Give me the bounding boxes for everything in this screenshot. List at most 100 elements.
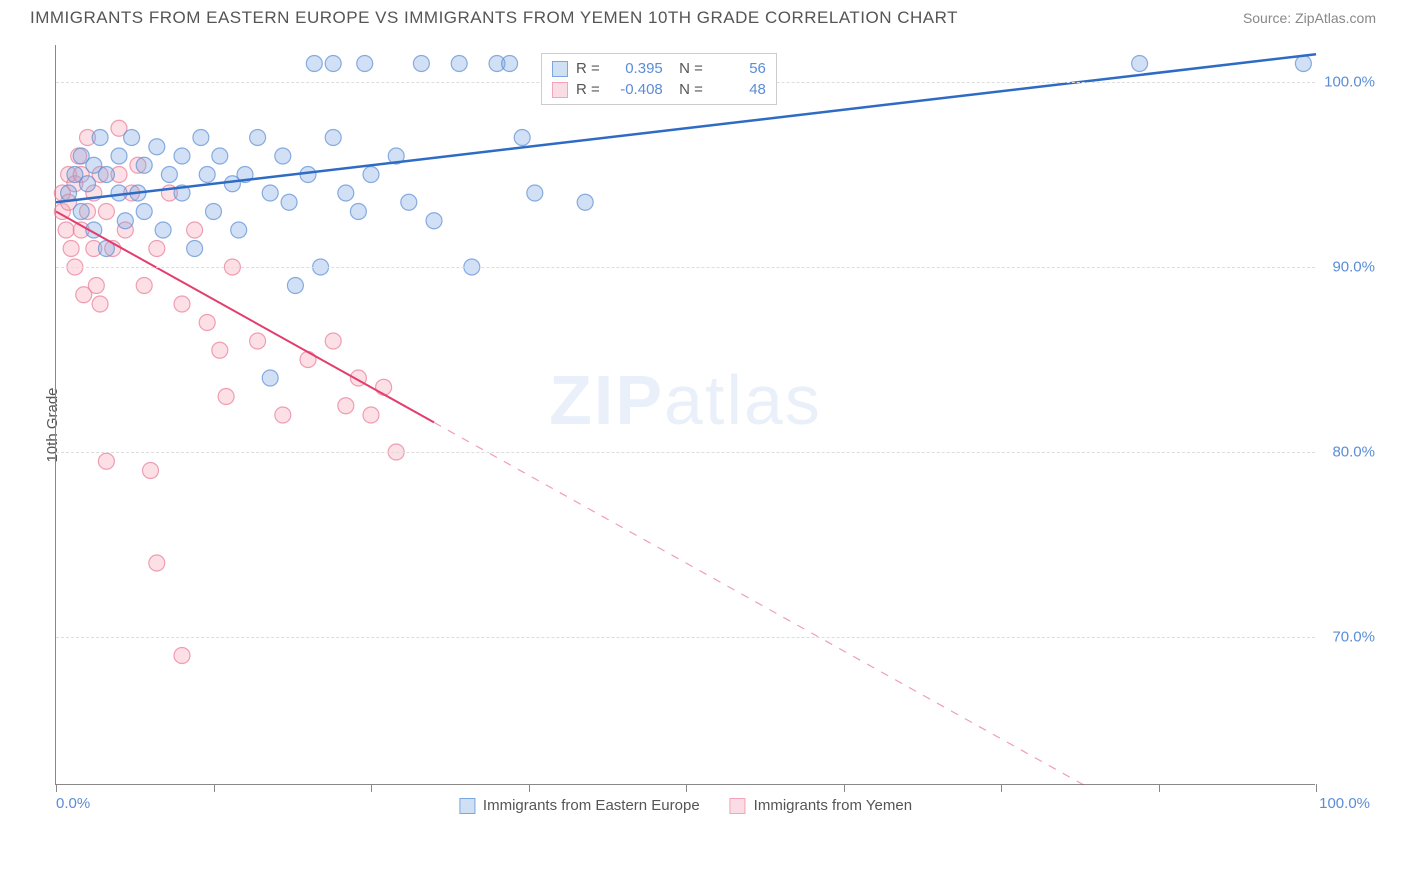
data-point [262,185,278,201]
data-point [527,185,543,201]
data-point [1295,56,1311,72]
x-tick [1316,784,1317,792]
gridline [56,637,1315,638]
data-point [174,296,190,312]
data-point [357,56,373,72]
data-point [325,333,341,349]
data-point [149,139,165,155]
bottom-legend: Immigrants from Eastern Europe Immigrant… [459,797,912,814]
data-point [92,130,108,146]
regression-line [56,212,434,423]
data-point [63,241,79,257]
y-tick-label: 100.0% [1324,74,1375,91]
data-point [187,241,203,257]
data-point [413,56,429,72]
data-point [199,315,215,331]
data-point [136,278,152,294]
data-point [149,241,165,257]
data-point [155,222,171,238]
legend-row-series-1: R = -0.408 N = 48 [552,79,766,100]
data-point [325,130,341,146]
data-point [136,157,152,173]
data-point [350,204,366,220]
plot-svg [56,45,1315,784]
bottom-swatch-1 [730,798,746,814]
data-point [143,463,159,479]
source-attribution: Source: ZipAtlas.com [1243,10,1376,26]
x-tick [844,784,845,792]
data-point [262,370,278,386]
data-point [111,148,127,164]
correlation-legend: R = 0.395 N = 56 R = -0.408 N = 48 [541,53,777,105]
data-point [338,398,354,414]
data-point [250,333,266,349]
chart-container: 10th Grade ZIPatlas R = 0.395 N = 56 R =… [55,45,1375,805]
gridline [56,267,1315,268]
data-point [363,167,379,183]
x-tick [686,784,687,792]
x-tick [56,784,57,792]
data-point [98,167,114,183]
plot-area: ZIPatlas R = 0.395 N = 56 R = -0.408 N =… [55,45,1315,785]
data-point [98,204,114,220]
data-point [300,352,316,368]
data-point [88,278,104,294]
data-point [363,407,379,423]
data-point [376,379,392,395]
data-point [325,56,341,72]
data-point [426,213,442,229]
data-point [212,148,228,164]
x-axis-max-label: 100.0% [1319,795,1370,812]
data-point [117,213,133,229]
data-point [61,185,77,201]
data-point [275,407,291,423]
data-point [124,130,140,146]
x-tick [1001,784,1002,792]
data-point [275,148,291,164]
data-point [206,204,222,220]
data-point [212,342,228,358]
data-point [161,167,177,183]
bottom-legend-item-1: Immigrants from Yemen [730,797,912,814]
data-point [92,296,108,312]
data-point [98,453,114,469]
data-point [149,555,165,571]
bottom-swatch-0 [459,798,475,814]
gridline [56,452,1315,453]
data-point [338,185,354,201]
data-point [199,167,215,183]
data-point [193,130,209,146]
data-point [401,194,417,210]
data-point [80,176,96,192]
y-tick-label: 80.0% [1332,444,1375,461]
x-tick [214,784,215,792]
bottom-legend-item-0: Immigrants from Eastern Europe [459,797,700,814]
data-point [514,130,530,146]
data-point [250,130,266,146]
x-tick [1159,784,1160,792]
data-point [281,194,297,210]
data-point [174,648,190,664]
swatch-series-1 [552,82,568,98]
y-tick-label: 90.0% [1332,259,1375,276]
data-point [287,278,303,294]
data-point [218,389,234,405]
swatch-series-0 [552,61,568,77]
data-point [58,222,74,238]
data-point [174,148,190,164]
data-point [73,204,89,220]
x-tick [371,784,372,792]
chart-title: IMMIGRANTS FROM EASTERN EUROPE VS IMMIGR… [30,8,958,28]
data-point [187,222,203,238]
data-point [502,56,518,72]
data-point [451,56,467,72]
data-point [1132,56,1148,72]
x-tick [529,784,530,792]
data-point [231,222,247,238]
y-tick-label: 70.0% [1332,629,1375,646]
data-point [136,204,152,220]
data-point [306,56,322,72]
regression-line-dashed [434,422,1084,785]
x-axis-min-label: 0.0% [56,795,90,812]
data-point [577,194,593,210]
